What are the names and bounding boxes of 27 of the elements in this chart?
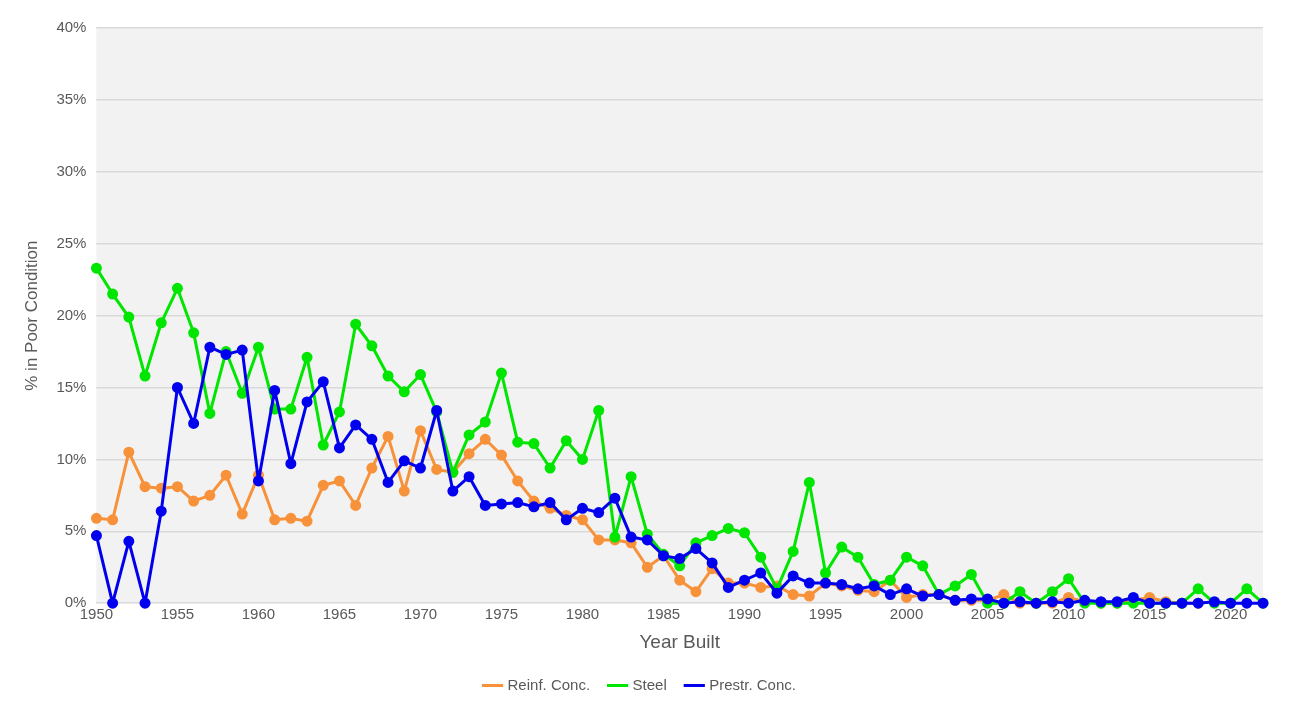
x-tick-label: 2015 [1132,605,1167,623]
y-tick-label: 5% [64,521,87,539]
x-tick-label: 1960 [241,605,276,623]
x-tick-label: 1970 [403,605,438,623]
x-tick-label: 1980 [565,605,600,623]
x-axis-title: Year Built [639,630,721,652]
legend-label: Prestr. Conc. [709,675,796,693]
y-tick-label: 20% [56,305,87,323]
x-tick-label: 1975 [484,605,519,623]
legend-label: Reinf. Conc. [507,675,591,693]
legend-label: Steel [632,675,667,693]
x-tick-label: 1995 [808,605,843,623]
x-tick-label: 2010 [1051,605,1086,623]
x-tick-label: 2005 [970,605,1005,623]
x-tick-label: 2020 [1213,605,1248,623]
y-tick-label: 10% [56,449,87,467]
x-tick-label: 1965 [322,605,357,623]
x-tick-label: 2000 [889,605,924,623]
x-tick-label: 1955 [160,605,195,623]
y-tick-label: 25% [56,233,87,251]
y-tick-label: 40% [56,18,87,36]
y-axis-title: % in Poor Condition [21,240,41,391]
x-tick-label: 1985 [646,605,681,623]
y-tick-label: 30% [56,161,87,179]
x-tick-label: 1990 [727,605,762,623]
y-tick-label: 35% [56,90,87,108]
y-tick-label: 15% [56,377,87,395]
